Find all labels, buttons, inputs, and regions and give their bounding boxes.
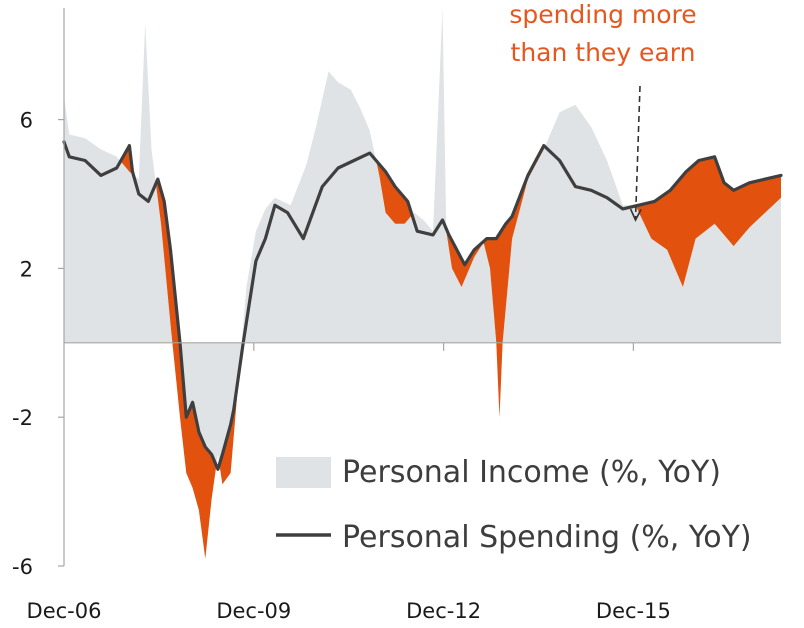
annotation-arrowhead (629, 208, 642, 222)
annotation: spending more than they earn (509, 0, 697, 222)
x-tick-label: Dec-15 (596, 599, 671, 623)
legend-label-spending: Personal Spending (%, YoY) (342, 520, 752, 555)
x-axis-ticks: Dec-06 Dec-09 Dec-12 Dec-15 (27, 342, 671, 623)
legend-label-income: Personal Income (%, YoY) (342, 455, 721, 490)
x-tick-label: Dec-09 (216, 599, 291, 623)
annotation-line-1: spending more (509, 0, 696, 29)
spending-line (62, 140, 783, 471)
annotation-arrow (634, 85, 641, 221)
x-tick-label: Dec-12 (406, 599, 481, 623)
y-axis-ticks: 6 2 -2 -6 (12, 109, 64, 579)
y-tick-label: 6 (20, 109, 33, 133)
legend: Personal Income (%, YoY) Personal Spendi… (276, 455, 752, 555)
x-tick-label: Dec-06 (27, 599, 102, 623)
legend-swatch-income (276, 457, 331, 488)
income-area (64, 8, 781, 559)
y-tick-label: -2 (12, 406, 33, 430)
y-tick-label: -6 (12, 555, 33, 579)
y-tick-label: 2 (20, 257, 33, 281)
annotation-line-2: than they earn (511, 38, 696, 67)
